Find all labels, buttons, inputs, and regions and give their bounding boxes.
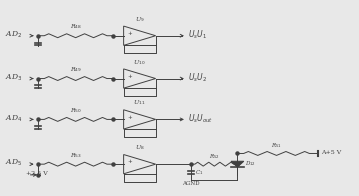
Text: R$_{49}$: R$_{49}$ xyxy=(70,65,81,74)
Text: AD$_3$: AD$_3$ xyxy=(5,72,22,83)
Text: R$_{51}$: R$_{51}$ xyxy=(271,141,282,150)
Text: A+5 V: A+5 V xyxy=(321,150,341,155)
Text: AD$_5$: AD$_5$ xyxy=(5,158,22,168)
Text: U$_{10}$: U$_{10}$ xyxy=(134,58,146,67)
Polygon shape xyxy=(231,161,244,167)
Text: +: + xyxy=(127,31,132,36)
Text: D$_{12}$: D$_{12}$ xyxy=(245,159,256,168)
Text: +: + xyxy=(127,159,132,164)
Text: C$_1$: C$_1$ xyxy=(195,168,204,177)
Text: R$_{52}$: R$_{52}$ xyxy=(209,152,220,161)
Text: R$_{48}$: R$_{48}$ xyxy=(70,23,81,31)
Text: +2.5 V: +2.5 V xyxy=(26,171,48,176)
Text: $U_sU_1$: $U_sU_1$ xyxy=(188,28,207,41)
Text: +: + xyxy=(127,115,132,120)
Text: AGND: AGND xyxy=(182,181,200,186)
Text: U$_9$: U$_9$ xyxy=(135,15,145,24)
Text: +: + xyxy=(127,74,132,79)
Text: AD$_2$: AD$_2$ xyxy=(5,30,22,40)
Text: AD$_4$: AD$_4$ xyxy=(5,113,22,124)
Text: R$_{50}$: R$_{50}$ xyxy=(70,106,81,115)
Text: U$_8$: U$_8$ xyxy=(135,143,145,152)
Text: $U_sU_2$: $U_sU_2$ xyxy=(188,71,207,84)
Text: R$_{53}$: R$_{53}$ xyxy=(70,151,81,160)
Text: U$_{11}$: U$_{11}$ xyxy=(134,99,146,107)
Text: $U_sU_{out}$: $U_sU_{out}$ xyxy=(188,112,213,125)
